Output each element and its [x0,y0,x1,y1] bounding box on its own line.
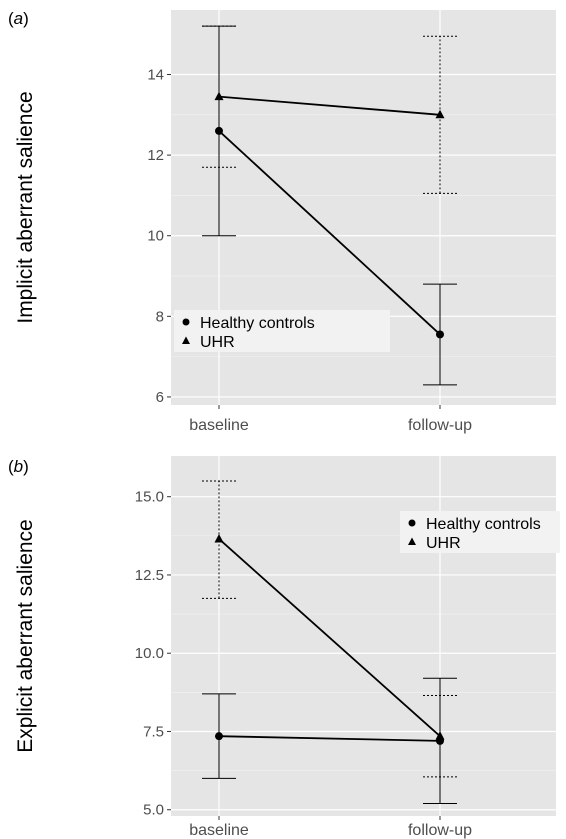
legend-background [174,310,390,352]
y-tick-label: 14 [147,66,164,83]
data-point [435,731,445,740]
panel-tag-letter: a [14,9,23,28]
panel-tag: (a) [8,9,29,28]
series-line [218,735,441,742]
legend: Healthy controls UHR [174,310,390,352]
panel-tag-open: ( [8,9,14,28]
legend-key-triangle [408,537,416,545]
y-tick-label: 8 [156,308,164,325]
y-tick-label: 6 [156,389,164,406]
legend-key-circle [408,519,416,527]
data-point [215,732,223,741]
series-line [218,95,441,116]
y-axis-title: Explicit aberrant salience [14,519,37,752]
panel-a: 6 8 10 12 14 baseline follow-up Implicit aberra… [8,9,556,434]
x-tick-label: follow-up [408,417,472,434]
panel-tag-letter: b [14,457,23,476]
plot-background [171,456,556,816]
series-line [218,538,441,737]
series-uhr [202,25,457,194]
y-tick-label: 7.5 [143,723,164,740]
panel-tag-close: ) [23,457,29,476]
series-line [218,130,441,336]
panel-b: 5.0 7.5 10.0 12.5 15.0 baseline follow-up Expli… [8,456,560,839]
legend-label: UHR [426,535,461,552]
y-tick-label: 12.5 [135,567,164,584]
series-uhr [202,480,457,778]
panel-tag-close: ) [23,9,29,28]
legend-label: Healthy controls [426,516,541,533]
data-point [214,91,224,101]
y-tick-label: 10 [147,228,164,245]
legend: Healthy controls UHR [400,511,560,553]
y-axis-title: Implicit aberrant salience [14,91,37,323]
legend-background [400,511,560,553]
x-tick-label: baseline [189,417,249,434]
y-tick-label: 10.0 [135,645,164,662]
x-tick-label: baseline [189,822,249,839]
legend-key-circle [182,318,190,326]
y-tick-label: 15.0 [135,489,164,506]
legend-key-triangle [182,336,190,344]
panel-tag-open: ( [8,457,14,476]
legend-label: UHR [200,334,235,351]
y-tick-label: 12 [147,147,164,164]
legend-label: Healthy controls [200,315,315,332]
data-point [214,533,224,543]
data-point [435,109,445,119]
panel-tag: (b) [8,457,29,476]
y-tick-label: 5.0 [143,802,164,819]
data-point [436,330,444,339]
x-tick-label: follow-up [408,822,472,839]
